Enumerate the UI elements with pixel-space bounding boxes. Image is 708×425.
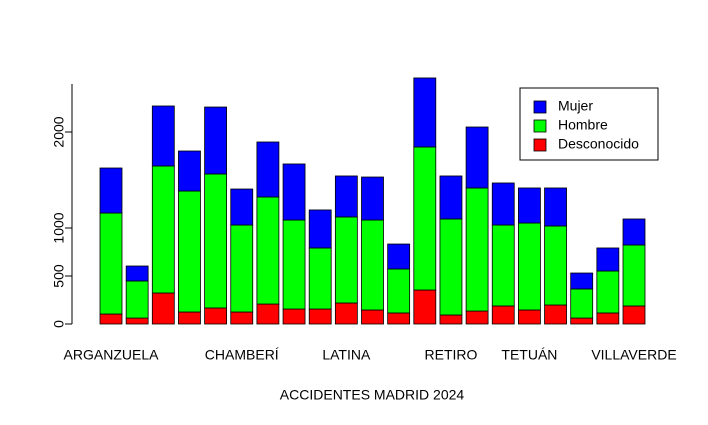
- bar-segment: [361, 219, 384, 311]
- bar-segment: [413, 77, 437, 148]
- bar-segment: [125, 317, 149, 325]
- bar-segment: [622, 305, 646, 325]
- legend-swatch: [533, 119, 547, 133]
- bar-segment: [178, 190, 201, 313]
- legend-swatch: [533, 138, 547, 152]
- x-tick-label: VILLAVERDE: [591, 347, 676, 363]
- bar-segment: [178, 150, 201, 192]
- bar-segment: [334, 175, 358, 218]
- bar-segment: [256, 303, 280, 325]
- bar-segment: [282, 163, 306, 221]
- bar-segment: [334, 216, 358, 304]
- bar-segment: [544, 304, 567, 325]
- bar-segment: [465, 310, 489, 325]
- bar-segment: [125, 280, 149, 319]
- y-tick-label: 2000: [51, 116, 67, 147]
- bar-segment: [518, 309, 541, 325]
- bar-segment: [544, 225, 567, 306]
- bar-segment: [204, 173, 228, 309]
- bar-segment: [622, 244, 646, 307]
- bar-segment: [491, 224, 515, 307]
- bar-segment: [99, 313, 123, 325]
- bar-segment: [204, 307, 228, 325]
- bar-segment: [282, 219, 306, 310]
- bar-segment: [256, 141, 280, 198]
- legend-label: Hombre: [558, 117, 608, 133]
- y-tick-label: 500: [51, 264, 67, 288]
- bar-segment: [413, 289, 437, 325]
- x-axis-label: ACCIDENTES MADRID 2024: [280, 387, 465, 403]
- bar-segment: [308, 209, 332, 249]
- bar-segment: [151, 292, 175, 325]
- x-tick-label: LATINA: [322, 347, 371, 363]
- bar-segment: [256, 196, 280, 305]
- bar-segment: [596, 247, 620, 272]
- bar-segment: [230, 224, 254, 313]
- y-tick-label: 0: [51, 320, 67, 328]
- bar-segment: [622, 218, 646, 246]
- x-tick-label: RETIRO: [425, 347, 478, 363]
- bar-segment: [570, 317, 594, 325]
- bar-segment: [99, 167, 123, 214]
- bar-segment: [518, 222, 541, 311]
- bar-segment: [491, 182, 515, 226]
- x-tick-label: CHAMBERÍ: [205, 347, 279, 363]
- x-tick-label: ARGANZUELA: [64, 347, 160, 363]
- bar-segment: [151, 165, 175, 294]
- bar-segment: [570, 288, 594, 319]
- bar-segment: [596, 270, 620, 314]
- bar-segment: [465, 187, 489, 312]
- bar-segment: [570, 272, 594, 290]
- bar-segment: [544, 187, 567, 227]
- bar-segment: [413, 146, 437, 291]
- legend-swatch: [533, 100, 547, 114]
- bar-segment: [596, 312, 620, 325]
- bar-segment: [99, 212, 123, 315]
- bar-segment: [230, 188, 254, 226]
- bar-segment: [308, 247, 332, 310]
- bar-segment: [439, 314, 463, 325]
- bar-segment: [204, 106, 228, 175]
- bar-segment: [334, 302, 358, 325]
- bar-segment: [308, 308, 332, 325]
- bar-segment: [361, 309, 384, 325]
- legend-label: Desconocido: [558, 136, 639, 152]
- bar-segment: [439, 218, 463, 316]
- bar-segment: [151, 105, 175, 167]
- bar-segment: [491, 305, 515, 325]
- bar-segment: [387, 243, 411, 270]
- x-tick-label: TETUÁN: [501, 347, 557, 363]
- bar-segment: [387, 312, 411, 325]
- bar-segment: [361, 176, 384, 221]
- bar-segment: [518, 187, 541, 224]
- y-tick-label: 1000: [51, 212, 67, 243]
- bar-segment: [465, 126, 489, 189]
- bar-segment: [387, 268, 411, 314]
- bar-segment: [230, 311, 254, 325]
- bar-segment: [178, 311, 201, 325]
- bar-segment: [439, 175, 463, 220]
- bar-segment: [125, 265, 149, 282]
- bar-segment: [282, 308, 306, 325]
- legend-label: Mujer: [558, 98, 593, 114]
